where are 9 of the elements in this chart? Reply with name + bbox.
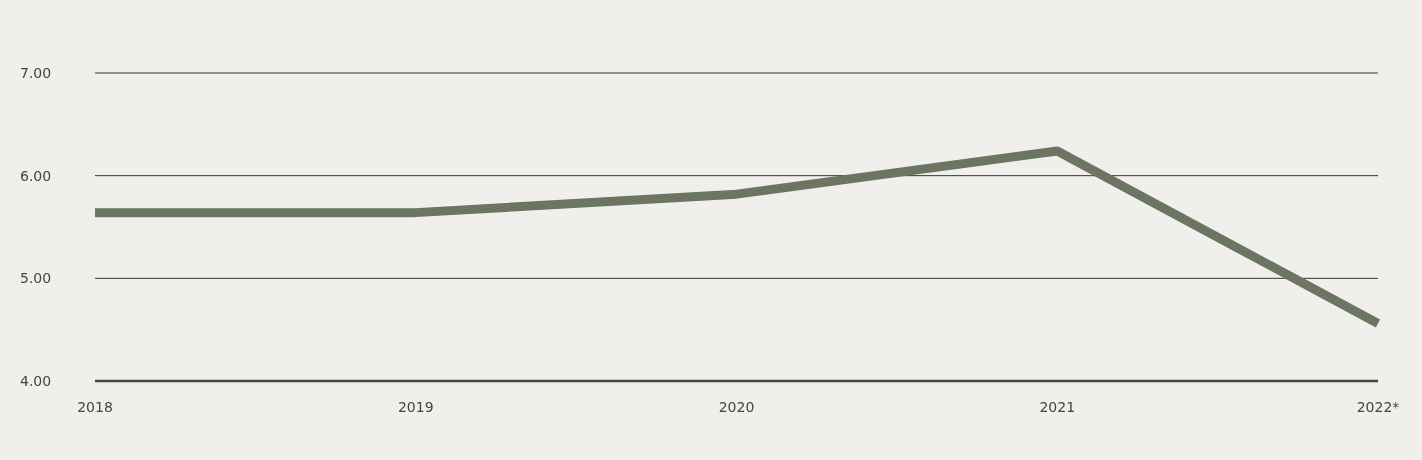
y-tick-label: 7.00	[20, 65, 52, 81]
x-tick-label: 2022*	[1356, 399, 1400, 415]
x-tick-label: 2018	[77, 399, 113, 415]
x-tick-label: 2021	[1039, 399, 1076, 415]
y-tick-label: 5.00	[20, 270, 52, 287]
y-tick-label: 6.00	[20, 167, 52, 184]
x-tick-label: 2020	[718, 399, 755, 415]
x-tick-label: 2019	[397, 399, 434, 415]
y-tick-label: 4.00	[20, 373, 52, 389]
